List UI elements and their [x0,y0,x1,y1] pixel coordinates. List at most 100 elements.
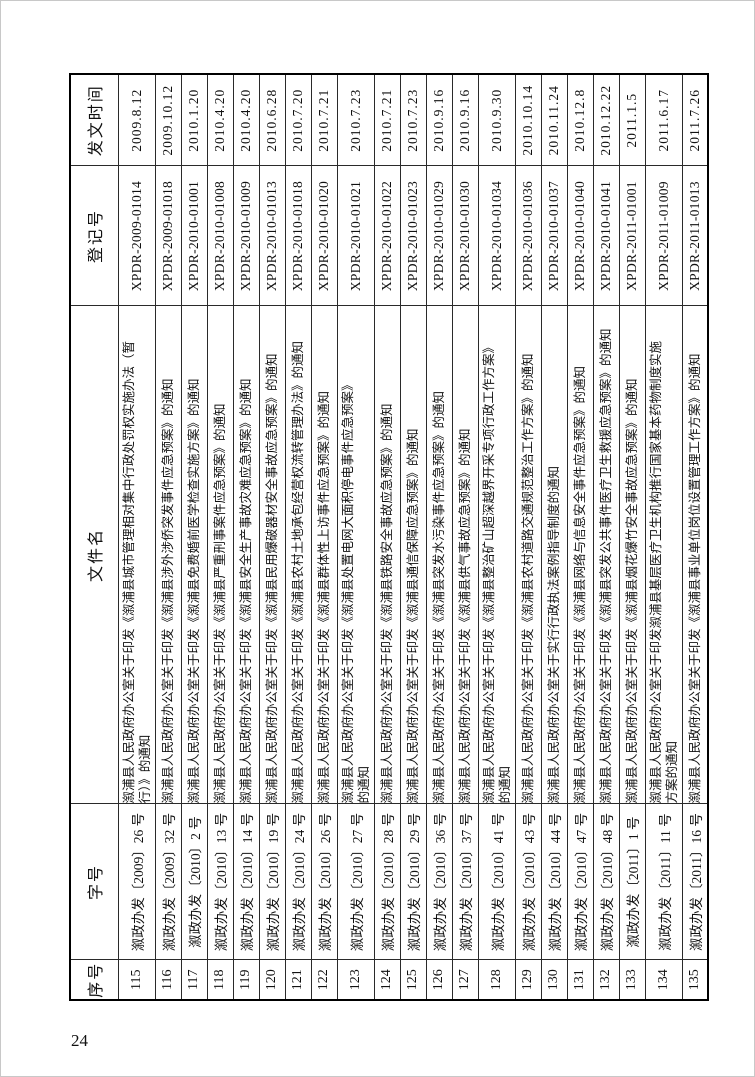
cell-registration-number: XPDR-2011-01009 [645,166,682,306]
cell-doc-title: 溆浦县人民政府办公室关于印发《溆浦县农村道路交通规范整治工作方案》的通知 [515,306,541,804]
cell-serial-number: 128 [478,960,515,1000]
cell-issue-date: 2010.12.8 [567,74,593,166]
cell-doc-number: 溆政办发〔2010〕2 号 [181,804,207,960]
cell-doc-number: 溆政办发〔2010〕26 号 [311,804,337,960]
cell-doc-number: 溆政办发〔2010〕29 号 [400,804,426,960]
table-row: 117 溆政办发〔2010〕2 号 溆浦县人民政府办公室关于印发《溆浦县免费婚前… [181,74,207,1000]
cell-registration-number: XPDR-2010-01029 [426,166,452,306]
cell-issue-date: 2011.7.26 [682,74,708,166]
table-row: 134 溆政办发〔2011〕11 号 溆浦县人民政府办公室关于印发溆浦县基层医疗… [645,74,682,1000]
table-header-row: 序号 字号 文件名 登记号 发文时间 [70,74,118,1000]
cell-registration-number: XPDR-2009-01014 [118,166,155,306]
cell-registration-number: XPDR-2010-01013 [259,166,285,306]
cell-doc-title: 溆浦县人民政府办公室关于印发溆浦县基层医疗卫生机构推行国家基本药物制度实施 方案… [645,306,682,804]
cell-issue-date: 2010.4.20 [207,74,233,166]
cell-serial-number: 132 [593,960,619,1000]
cell-doc-title: 溆浦县人民政府办公室关于印发《溆浦县严重刑事案件应急预案》的通知 [207,306,233,804]
header-registration-number: 登记号 [70,166,118,306]
table-row: 129 溆政办发〔2010〕43 号 溆浦县人民政府办公室关于印发《溆浦县农村道… [515,74,541,1000]
table-row: 122 溆政办发〔2010〕26 号 溆浦县人民政府办公室关于印发《溆浦县群体性… [311,74,337,1000]
table-row: 126 溆政办发〔2010〕36 号 溆浦县人民政府办公室关于印发《溆浦县突发水… [426,74,452,1000]
cell-issue-date: 2010.7.23 [400,74,426,166]
cell-serial-number: 118 [207,960,233,1000]
table-row: 135 溆政办发〔2011〕16 号 溆浦县人民政府办公室关于印发《溆浦县事业单… [682,74,708,1000]
cell-serial-number: 126 [426,960,452,1000]
cell-serial-number: 125 [400,960,426,1000]
cell-serial-number: 134 [645,960,682,1000]
cell-issue-date: 2010.6.28 [259,74,285,166]
table-row: 121 溆政办发〔2010〕24 号 溆浦县人民政府办公室关于印发《溆浦县农村土… [285,74,311,1000]
cell-registration-number: XPDR-2010-01030 [452,166,478,306]
cell-doc-number: 溆政办发〔2010〕28 号 [374,804,400,960]
cell-issue-date: 2009.10.12 [155,74,181,166]
cell-serial-number: 129 [515,960,541,1000]
cell-doc-title: 溆浦县人民政府办公室关于印发《溆浦县处置电网大面积停电事件应急预案》 的通知 [337,306,374,804]
cell-registration-number: XPDR-2011-01001 [619,166,645,306]
table-row: 120 溆政办发〔2010〕19 号 溆浦县人民政府办公室关于印发《溆浦县民用爆… [259,74,285,1000]
cell-doc-title: 溆浦县人民政府办公室关于印发《溆浦县免费婚前医学检查实施方案》的通知 [181,306,207,804]
cell-serial-number: 120 [259,960,285,1000]
cell-registration-number: XPDR-2010-01022 [374,166,400,306]
cell-issue-date: 2010.7.23 [337,74,374,166]
table-row: 128 溆政办发〔2010〕41 号 溆浦县人民政府办公室关于印发《溆浦县整治矿… [478,74,515,1000]
cell-serial-number: 133 [619,960,645,1000]
cell-doc-title: 溆浦县人民政府办公室关于印发《溆浦县烟花爆竹安全事故应急预案》的通知 [619,306,645,804]
cell-doc-title: 溆浦县人民政府办公室关于印发《溆浦县安全生产事故灾难应急预案》的通知 [233,306,259,804]
table-row: 116 溆政办发〔2009〕32 号 溆浦县人民政府办公室关于印发《溆浦县涉外涉… [155,74,181,1000]
table-row: 133 溆政办发〔2011〕1 号 溆浦县人民政府办公室关于印发《溆浦县烟花爆竹… [619,74,645,1000]
cell-registration-number: XPDR-2010-01023 [400,166,426,306]
cell-doc-number: 溆政办发〔2010〕13 号 [207,804,233,960]
cell-registration-number: XPDR-2009-01018 [155,166,181,306]
cell-doc-title: 溆浦县人民政府办公室关于印发《溆浦县城市管理相对集中行政处罚权实施办法（暂 行）… [118,306,155,804]
cell-doc-number: 溆政办发〔2010〕37 号 [452,804,478,960]
cell-registration-number: XPDR-2010-01018 [285,166,311,306]
header-issue-date: 发文时间 [70,74,118,166]
cell-issue-date: 2010.7.20 [285,74,311,166]
cell-issue-date: 2010.9.16 [426,74,452,166]
header-doc-title: 文件名 [70,306,118,804]
cell-serial-number: 121 [285,960,311,1000]
cell-registration-number: XPDR-2010-01041 [593,166,619,306]
cell-doc-title: 溆浦县人民政府办公室关于印发《溆浦县涉外涉侨突发事件应急预案》的通知 [155,306,181,804]
page-number: 24 [71,1031,88,1050]
cell-doc-title: 溆浦县人民政府办公室关于印发《溆浦县铁路安全事故应急预案》的通知 [374,306,400,804]
cell-registration-number: XPDR-2010-01034 [478,166,515,306]
cell-doc-number: 溆政办发〔2010〕48 号 [593,804,619,960]
cell-doc-number: 溆政办发〔2011〕16 号 [682,804,708,960]
cell-doc-number: 溆政办发〔2010〕47 号 [567,804,593,960]
cell-serial-number: 116 [155,960,181,1000]
document-registry-table: 序号 字号 文件名 登记号 发文时间 115 溆政办发〔2009〕26 号 溆浦… [69,73,709,1001]
cell-doc-number: 溆政办发〔2011〕11 号 [645,804,682,960]
cell-doc-number: 溆政办发〔2009〕32 号 [155,804,181,960]
table-row: 130 溆政办发〔2010〕44 号 溆浦县人民政府办公室关于实行行政执法案例指… [541,74,567,1000]
cell-registration-number: XPDR-2010-01021 [337,166,374,306]
header-doc-number: 字号 [70,804,118,960]
cell-registration-number: XPDR-2010-01037 [541,166,567,306]
cell-registration-number: XPDR-2010-01008 [207,166,233,306]
cell-issue-date: 2010.9.16 [452,74,478,166]
cell-issue-date: 2011.6.17 [645,74,682,166]
cell-issue-date: 2009.8.12 [118,74,155,166]
table-row: 119 溆政办发〔2010〕14 号 溆浦县人民政府办公室关于印发《溆浦县安全生… [233,74,259,1000]
cell-issue-date: 2010.7.21 [311,74,337,166]
cell-doc-title: 溆浦县人民政府办公室关于印发《溆浦县农村土地承包经营权流转管理办法》的通知 [285,306,311,804]
cell-doc-title: 溆浦县人民政府办公室关于印发《溆浦县突发水污染事件应急预案》的通知 [426,306,452,804]
cell-doc-number: 溆政办发〔2010〕36 号 [426,804,452,960]
cell-serial-number: 119 [233,960,259,1000]
cell-doc-title: 溆浦县人民政府办公室关于印发《溆浦县供气事故应急预案》的通知 [452,306,478,804]
cell-doc-title: 溆浦县人民政府办公室关于印发《溆浦县民用爆破器材安全事故应急预案》的通知 [259,306,285,804]
cell-serial-number: 115 [118,960,155,1000]
cell-serial-number: 130 [541,960,567,1000]
cell-registration-number: XPDR-2010-01036 [515,166,541,306]
cell-registration-number: XPDR-2010-01001 [181,166,207,306]
cell-serial-number: 122 [311,960,337,1000]
cell-doc-number: 溆政办发〔2010〕41 号 [478,804,515,960]
cell-doc-title: 溆浦县人民政府办公室关于实行行政执法案例指导制度的通知 [541,306,567,804]
table-row: 124 溆政办发〔2010〕28 号 溆浦县人民政府办公室关于印发《溆浦县铁路安… [374,74,400,1000]
table-row: 132 溆政办发〔2010〕48 号 溆浦县人民政府办公室关于印发《溆浦县突发公… [593,74,619,1000]
cell-doc-title: 溆浦县人民政府办公室关于印发《溆浦县事业单位岗位设置管理工作方案》的通知 [682,306,708,804]
cell-issue-date: 2011.1.5 [619,74,645,166]
cell-doc-number: 溆政办发〔2010〕43 号 [515,804,541,960]
cell-doc-number: 溆政办发〔2010〕24 号 [285,804,311,960]
cell-doc-number: 溆政办发〔2010〕27 号 [337,804,374,960]
